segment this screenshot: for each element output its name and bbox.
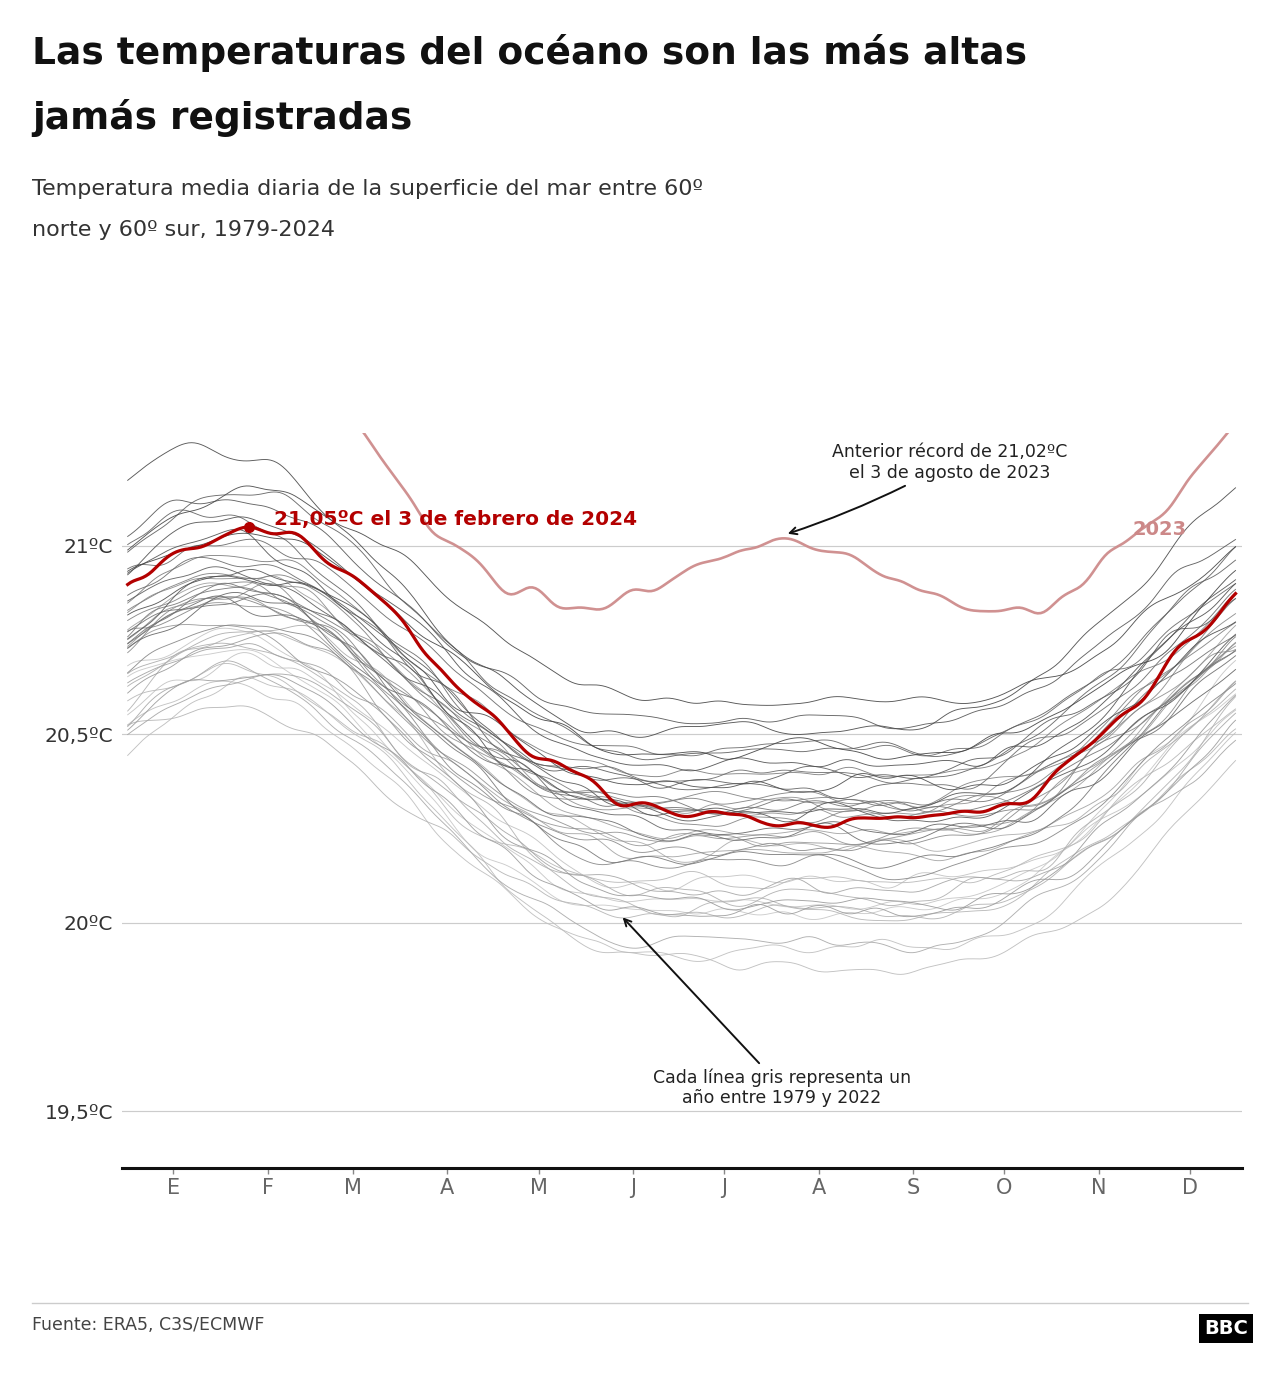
Text: Las temperaturas del océano son las más altas: Las temperaturas del océano son las más … bbox=[32, 34, 1027, 73]
Text: BBC: BBC bbox=[1204, 1319, 1248, 1338]
Text: Fuente: ERA5, C3S/ECMWF: Fuente: ERA5, C3S/ECMWF bbox=[32, 1316, 265, 1334]
Text: 21,05ºC el 3 de febrero de 2024: 21,05ºC el 3 de febrero de 2024 bbox=[274, 510, 637, 529]
Text: norte y 60º sur, 1979-2024: norte y 60º sur, 1979-2024 bbox=[32, 220, 335, 240]
Text: Anterior récord de 21,02ºC
el 3 de agosto de 2023: Anterior récord de 21,02ºC el 3 de agost… bbox=[790, 442, 1068, 534]
Text: jamás registradas: jamás registradas bbox=[32, 99, 412, 137]
Text: Temperatura media diaria de la superficie del mar entre 60º: Temperatura media diaria de la superfici… bbox=[32, 179, 703, 199]
Text: Cada línea gris representa un
año entre 1979 y 2022: Cada línea gris representa un año entre … bbox=[625, 919, 911, 1107]
Text: 2023: 2023 bbox=[1132, 521, 1187, 540]
